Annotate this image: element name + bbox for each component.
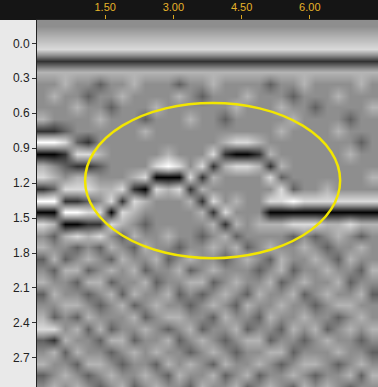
svg-text:0.9: 0.9 [13, 141, 30, 155]
svg-text:0.3: 0.3 [13, 71, 30, 85]
svg-text:4.50: 4.50 [231, 1, 252, 13]
svg-text:1.50: 1.50 [94, 1, 115, 13]
svg-text:0.6: 0.6 [13, 106, 30, 120]
svg-text:2.7: 2.7 [13, 351, 30, 365]
svg-text:1.5: 1.5 [13, 211, 30, 225]
svg-text:1.2: 1.2 [13, 176, 30, 190]
svg-text:1.8: 1.8 [13, 246, 30, 260]
svg-text:6.00: 6.00 [299, 1, 320, 13]
svg-text:0.0: 0.0 [13, 37, 30, 51]
svg-text:2.1: 2.1 [13, 281, 30, 295]
svg-text:2.4: 2.4 [13, 316, 30, 330]
svg-text:3.00: 3.00 [163, 1, 184, 13]
